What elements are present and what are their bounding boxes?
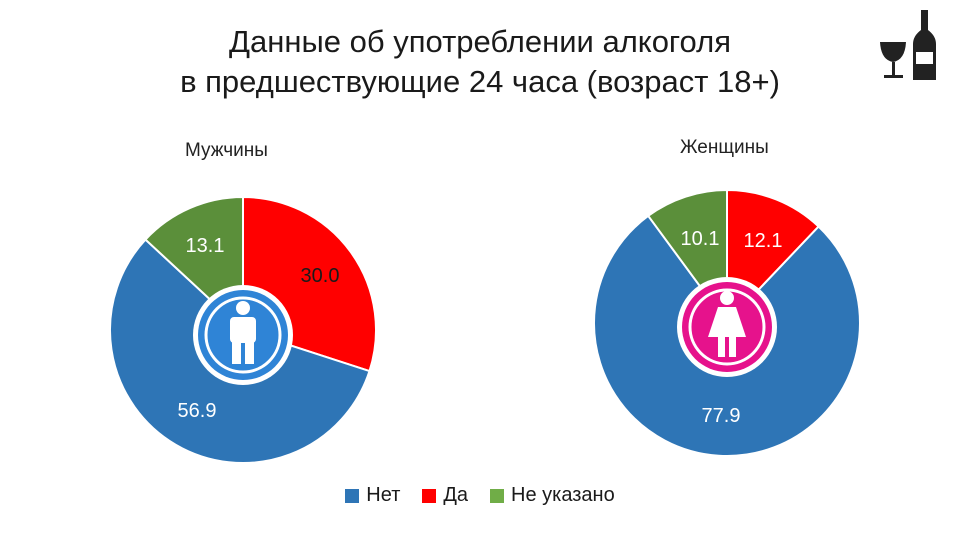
men-label-unspecified: 13.1: [186, 235, 225, 257]
legend-swatch-no: [345, 488, 360, 503]
legend-label-unspecified: Не указано: [511, 484, 615, 506]
women-label-no: 77.9: [702, 405, 741, 427]
legend-swatch-yes: [422, 488, 437, 503]
legend-item-no: Нет: [345, 484, 400, 507]
legend: Нет Да Не указано: [0, 484, 960, 507]
subtitle-women: Женщины: [680, 137, 769, 158]
legend-item-yes: Да: [422, 484, 468, 507]
subtitle-men: Мужчины: [185, 140, 268, 161]
chart-title: Данные об употреблении алкоголя в предше…: [100, 22, 860, 102]
man-icon: [193, 285, 293, 385]
chart-title-line1: Данные об употреблении алкоголя: [229, 24, 731, 59]
men-label-no: 56.9: [178, 400, 217, 422]
women-label-unspecified: 10.1: [681, 228, 720, 250]
legend-swatch-unspecified: [490, 488, 505, 503]
legend-item-unspecified: Не указано: [490, 484, 615, 507]
data-labels: 56.9 30.0 13.1 77.9 12.1 10.1: [178, 228, 783, 427]
men-label-yes: 30.0: [301, 265, 340, 287]
legend-label-yes: Да: [443, 484, 469, 506]
woman-icon: [677, 277, 777, 377]
wine-bottle-icon: [880, 10, 936, 80]
legend-label-no: Нет: [366, 484, 401, 506]
women-label-yes: 12.1: [744, 230, 783, 252]
chart-title-line2: в предшествующие 24 часа (возраст 18+): [180, 64, 780, 99]
